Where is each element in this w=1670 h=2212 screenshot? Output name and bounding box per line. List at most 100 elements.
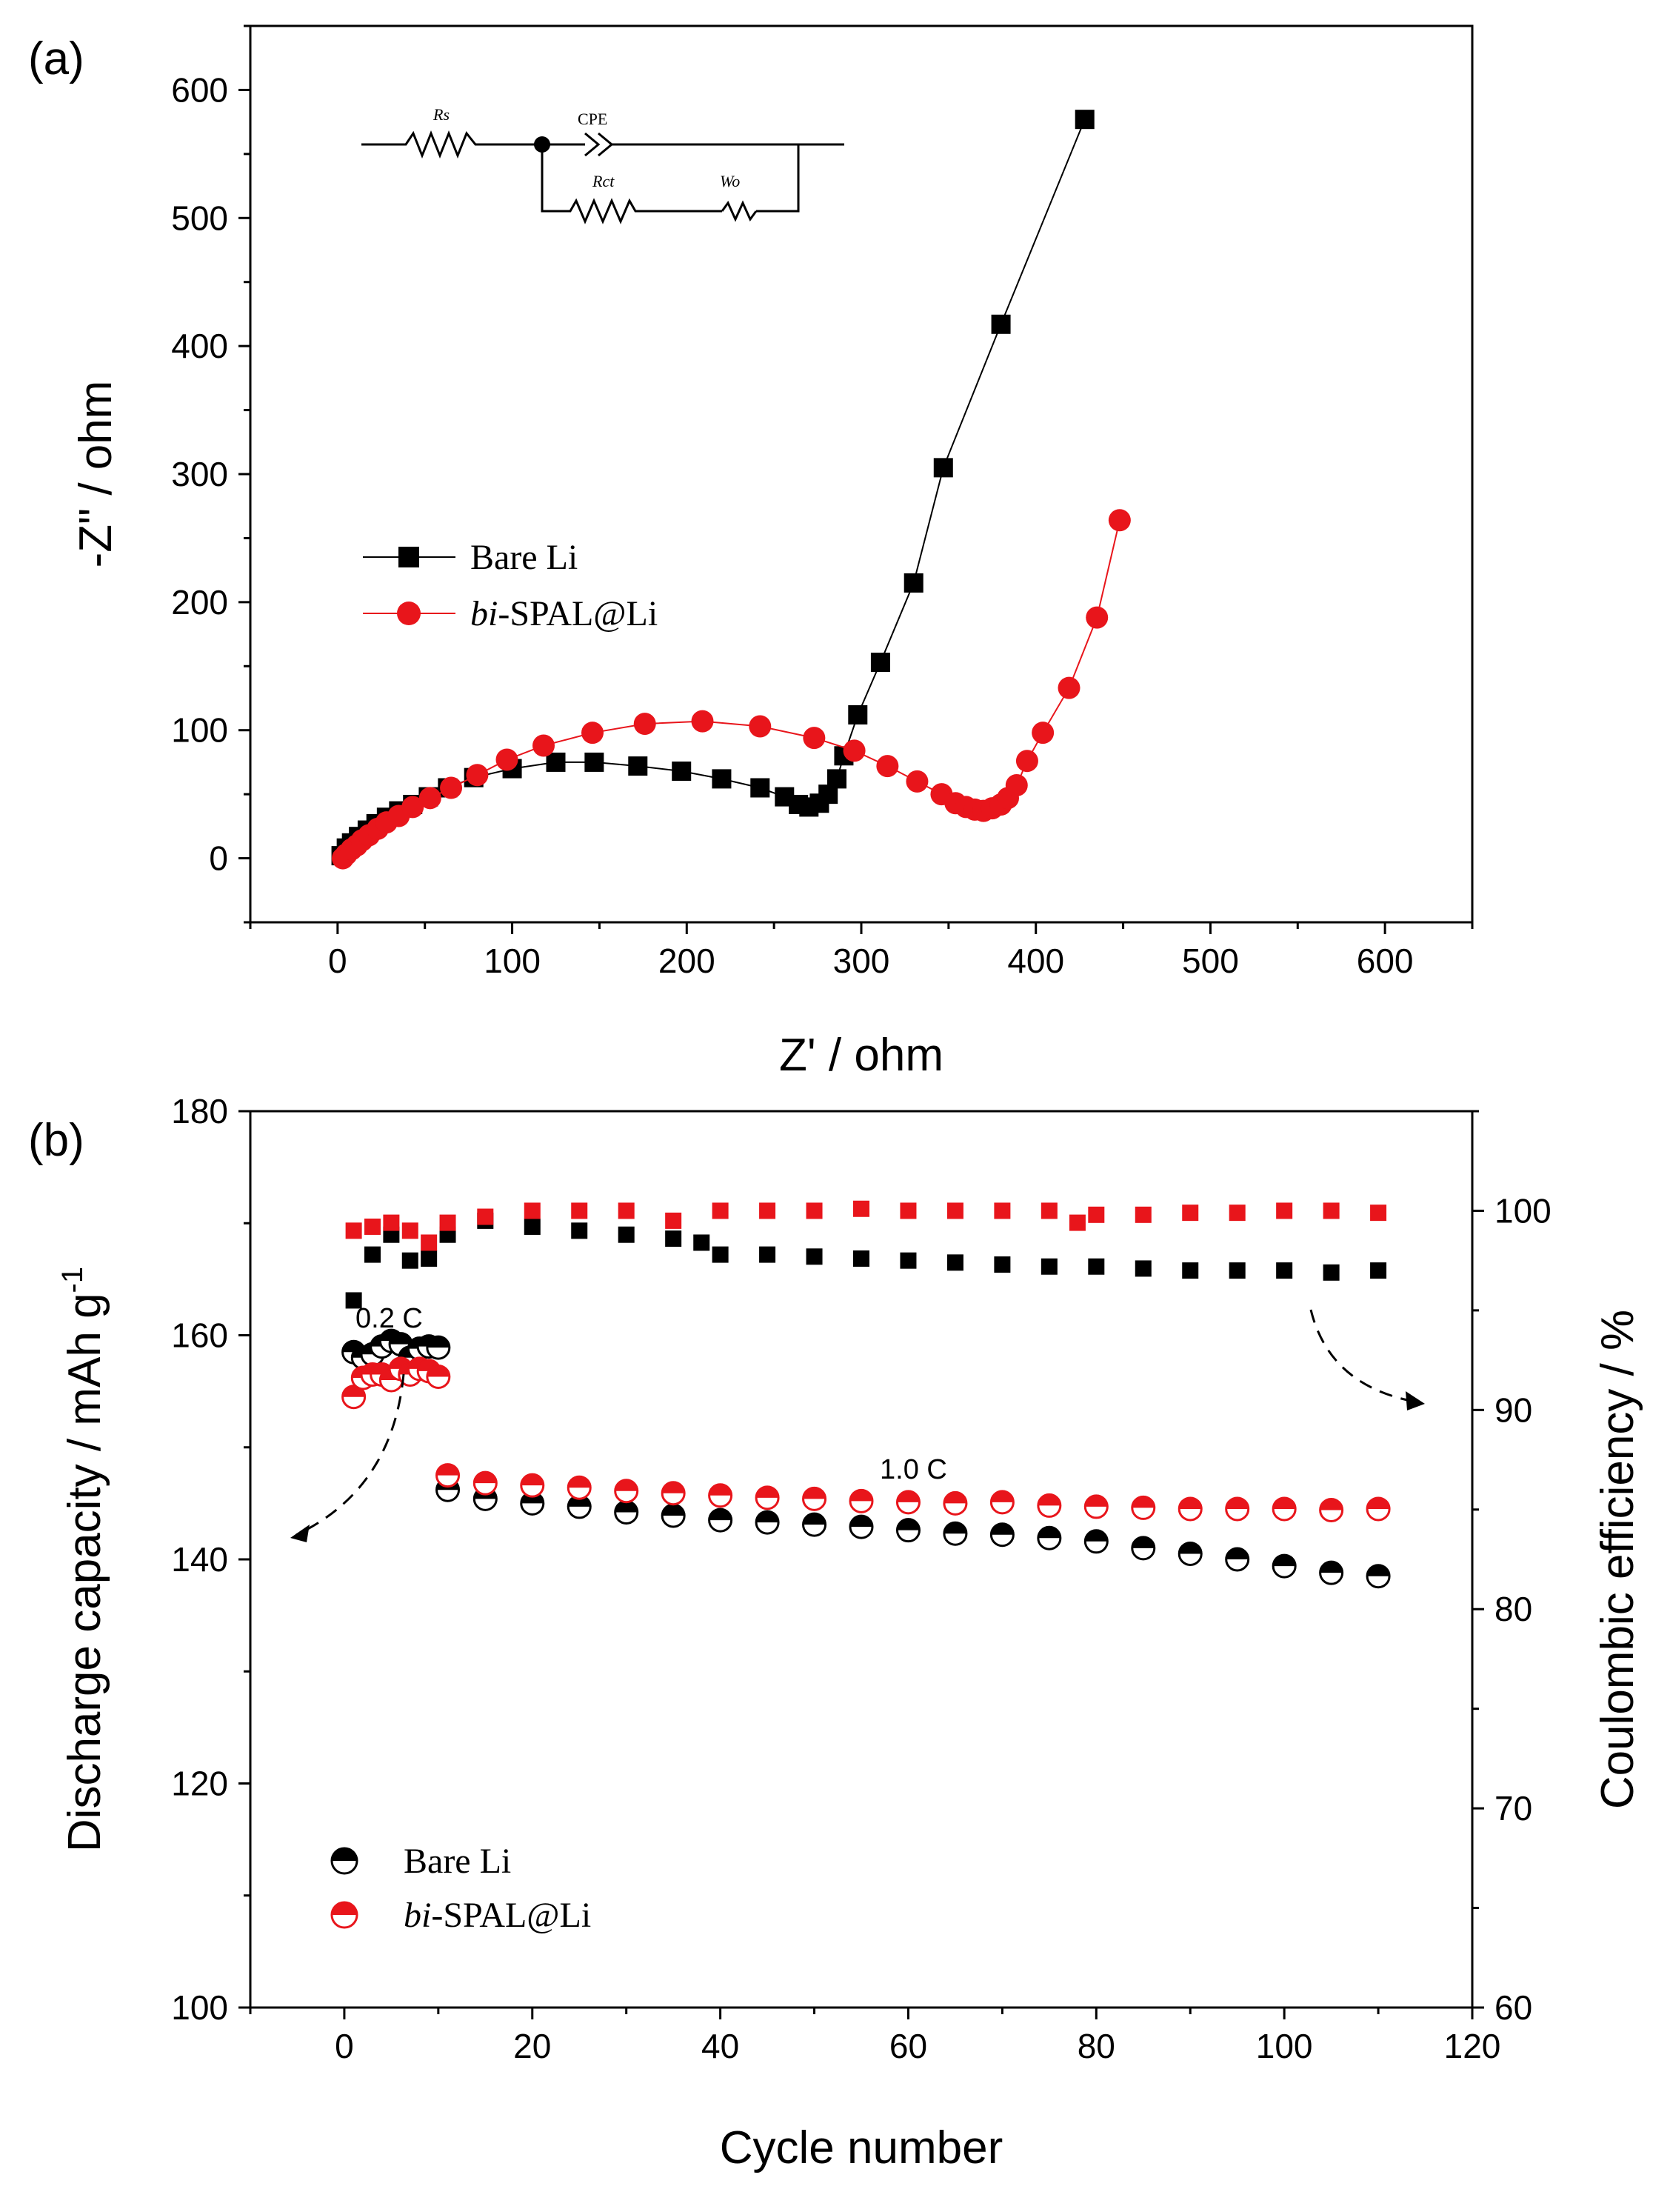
data-point-bare-li-efficiency <box>994 1256 1011 1273</box>
data-point-bi-spal <box>581 722 604 744</box>
data-point-bare-li <box>991 314 1011 334</box>
data-point-bi-spal-capacity <box>472 1470 498 1496</box>
x-tick-label: 100 <box>484 942 541 980</box>
half-circle-fill <box>1367 1497 1390 1509</box>
data-point-bi-spal <box>495 748 518 771</box>
arrow-to-right-axis <box>1309 1309 1415 1403</box>
data-point-bi-spal <box>418 787 441 810</box>
data-point-bi-spal-efficiency <box>665 1212 682 1229</box>
legend-b-bare-li-fill-icon <box>332 1848 357 1861</box>
data-point-bare-li <box>848 704 868 724</box>
data-point-bare-li <box>1075 110 1095 130</box>
data-point-bi-spal-efficiency <box>806 1202 823 1219</box>
data-point-bi-spal-capacity <box>1131 1495 1156 1520</box>
data-point-bare-li-capacity <box>802 1512 827 1537</box>
data-point-bi-spal <box>1032 722 1055 744</box>
half-circle-fill <box>850 1490 872 1502</box>
series-line-bare-li <box>340 119 1086 856</box>
arrow-head-left-icon <box>290 1525 310 1542</box>
data-point-bi-spal-efficiency <box>853 1200 869 1217</box>
half-circle-fill <box>427 1365 450 1377</box>
x-tick-label: 0 <box>335 2027 354 2065</box>
panel-a-ticks <box>238 24 1474 934</box>
data-point-bi-spal-capacity <box>895 1490 921 1515</box>
data-point-bi-spal-efficiency <box>1135 1206 1152 1223</box>
data-point-bi-spal <box>843 739 866 762</box>
data-point-bare-li-efficiency <box>1323 1264 1340 1281</box>
data-point-bi-spal <box>401 796 424 819</box>
x-tick-label: 120 <box>1444 2027 1501 2065</box>
data-point-bare-li <box>827 769 846 789</box>
half-circle-fill <box>897 1490 920 1502</box>
data-point-bare-li-capacity <box>1037 1525 1062 1550</box>
y2-tick-label: 60 <box>1494 1988 1532 2027</box>
data-point-bi-spal-capacity <box>1225 1496 1250 1522</box>
data-point-bi-spal-capacity <box>435 1463 461 1488</box>
data-point-bare-li-capacity <box>1178 1541 1203 1566</box>
data-point-bare-li-efficiency <box>1370 1262 1387 1279</box>
arrow-head-right-icon <box>1406 1391 1425 1410</box>
x-tick-label: 200 <box>658 942 715 980</box>
data-point-bare-li-efficiency <box>693 1234 710 1251</box>
x-tick-label: 300 <box>833 942 890 980</box>
half-circle-fill <box>709 1484 732 1496</box>
y2-tick-label: 80 <box>1494 1590 1532 1628</box>
data-point-bare-li-capacity <box>1272 1553 1297 1579</box>
data-point-bare-li-efficiency <box>1041 1258 1058 1275</box>
data-point-bi-spal-efficiency <box>1370 1205 1387 1222</box>
data-point-bare-li-capacity <box>895 1518 921 1543</box>
y-tick-label: 600 <box>171 70 228 109</box>
panel-b-ticks <box>238 1110 1484 2019</box>
data-point-bare-li-efficiency <box>421 1250 438 1267</box>
half-circle-fill <box>943 1522 966 1534</box>
data-point-bi-spal <box>1015 750 1038 773</box>
half-circle-fill <box>1179 1497 1202 1509</box>
half-circle-fill <box>943 1492 966 1504</box>
data-point-bare-li-efficiency <box>665 1230 682 1247</box>
data-point-bi-spal-capacity <box>520 1473 545 1498</box>
data-point-bi-spal-efficiency <box>900 1202 917 1219</box>
half-circle-fill <box>1226 1497 1249 1509</box>
legend-a-bare-li-label: Bare Li <box>470 538 578 577</box>
half-circle-fill <box>436 1464 459 1476</box>
y-tick-label: 500 <box>171 199 228 237</box>
data-point-bi-spal-efficiency <box>1229 1205 1246 1222</box>
half-circle-fill <box>897 1519 920 1530</box>
half-circle-fill <box>568 1476 591 1488</box>
data-point-bare-li-efficiency <box>1088 1258 1105 1275</box>
x-tick-label: 80 <box>1078 2027 1115 2065</box>
half-circle-fill <box>615 1479 638 1491</box>
half-circle-fill <box>850 1516 872 1528</box>
half-circle-fill <box>1038 1494 1061 1506</box>
data-point-bare-li <box>870 653 890 673</box>
data-point-bi-spal-efficiency <box>1276 1202 1293 1219</box>
data-point-bi-spal-efficiency <box>1041 1202 1058 1219</box>
half-circle-fill <box>1085 1495 1108 1507</box>
x-tick-label: 100 <box>1256 2027 1313 2065</box>
legend-bare-li-square-icon <box>398 547 419 567</box>
half-circle-fill <box>662 1482 685 1493</box>
y-tick-label: 200 <box>171 583 228 622</box>
y-tick-label: 0 <box>209 839 228 878</box>
data-point-bare-li-efficiency <box>1135 1260 1152 1277</box>
data-point-bare-li <box>933 458 953 478</box>
legend-a-bi-spal-label: bi-SPAL@Li <box>470 594 658 633</box>
legend-b-bi-spal-label: bi-SPAL@Li <box>404 1896 591 1935</box>
data-point-bi-spal-efficiency <box>364 1218 381 1235</box>
x-tick-label: 0 <box>328 942 347 980</box>
half-circle-fill <box>1367 1565 1390 1576</box>
y-tick-label: 100 <box>171 711 228 750</box>
data-point-bi-spal-capacity <box>849 1488 874 1513</box>
y-tick-label: 300 <box>171 455 228 493</box>
data-point-bi-spal-capacity <box>341 1385 367 1410</box>
data-point-bare-li-efficiency <box>712 1246 729 1263</box>
data-point-bi-spal-capacity <box>1037 1493 1062 1518</box>
circuit-label-rct: Rct <box>592 172 615 190</box>
data-point-bi-spal-capacity <box>1319 1497 1344 1522</box>
panel-b-y-axis-title: Discharge capacity / mAh g-1 <box>56 1267 110 1852</box>
data-point-bi-spal-efficiency <box>759 1202 776 1219</box>
half-circle-fill <box>662 1505 685 1516</box>
data-point-bare-li-efficiency <box>524 1218 541 1235</box>
data-point-bare-li-capacity <box>943 1521 968 1546</box>
